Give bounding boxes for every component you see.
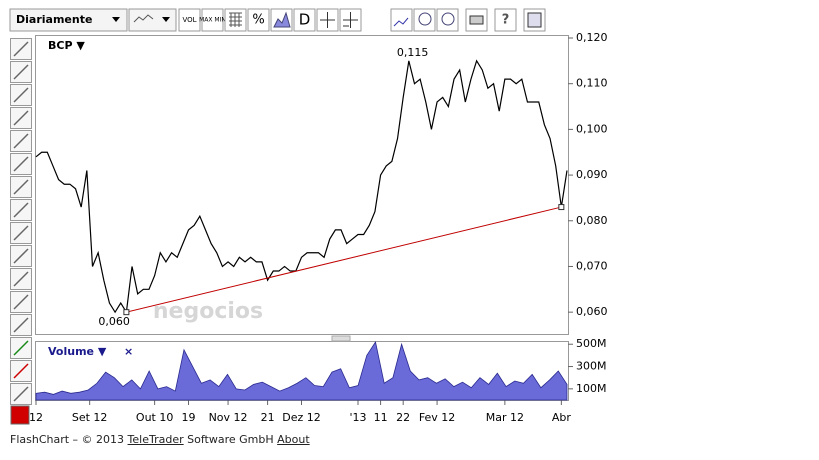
tool-icon: [13, 340, 29, 356]
trend-handle: [558, 204, 565, 211]
drawing-tools: [10, 38, 32, 405]
tool-icon: [13, 386, 29, 402]
tool-icon: [13, 363, 29, 379]
tool-icon: [13, 225, 29, 241]
series-legend[interactable]: BCP ▼: [48, 39, 85, 52]
volume-area: [35, 340, 568, 401]
tool-icon: [13, 294, 29, 310]
y-tick-label: 500M: [576, 337, 607, 350]
y-tick-label: 0,060: [576, 305, 608, 318]
tool-icon: [13, 87, 29, 103]
price-line: [35, 59, 568, 314]
annotation: 0,060: [98, 315, 130, 328]
tool-icon: [13, 179, 29, 195]
y-tick-label: 300M: [576, 360, 607, 373]
volume-close[interactable]: ×: [124, 345, 133, 358]
color-swatch[interactable]: [10, 405, 30, 425]
x-tick-label: 21: [261, 411, 275, 424]
app: Diariamente VOL MAX MIN % D ? negocios B…: [9, 8, 608, 425]
y-tick-label: 100M: [576, 382, 607, 395]
book-icon: [527, 12, 542, 28]
tool-icon: [13, 248, 29, 264]
panel-splitter[interactable]: [331, 335, 351, 342]
x-tick-label: Abr: [552, 411, 572, 424]
x-tick-label: 12: [29, 411, 43, 424]
d-label: D: [299, 11, 311, 29]
percent-button[interactable]: [247, 8, 270, 32]
x-tick-label: Out 10: [136, 411, 173, 424]
tool-icon: [13, 156, 29, 172]
teletrader-link[interactable]: TeleTrader: [127, 433, 184, 446]
footer-text: Software GmbH: [183, 433, 278, 446]
annotation: 0,115: [397, 46, 429, 59]
period-label: Diariamente: [16, 13, 92, 26]
zoom-in-icon: [441, 12, 455, 26]
line-icon: [133, 14, 154, 23]
y-tick-label: 0,070: [576, 259, 608, 272]
footer: FlashChart – © 2013 TeleTrader Software …: [10, 433, 310, 446]
x-tick-label: Fev 12: [419, 411, 456, 424]
tool-icon: [13, 41, 29, 57]
tool-icon: [13, 110, 29, 126]
compare-icon: [273, 11, 291, 28]
help-button[interactable]: [494, 8, 517, 32]
zoom-out-icon: [418, 12, 432, 26]
x-tick-label: 19: [182, 411, 196, 424]
trend-handle: [123, 309, 130, 316]
about-link[interactable]: About: [277, 433, 310, 446]
tool-icon: [13, 271, 29, 287]
zoom-fit-button[interactable]: [390, 8, 413, 32]
watermark: negocios: [153, 299, 263, 324]
x-tick-label: 22: [396, 411, 410, 424]
zoom-fit-icon: [393, 17, 409, 27]
help-icon: ?: [502, 13, 510, 28]
grid-icon: [229, 12, 242, 27]
price-panel: [35, 35, 569, 335]
x-tick-label: 11: [374, 411, 388, 424]
x-tick-label: Dez 12: [282, 411, 321, 424]
tool-icon: [13, 133, 29, 149]
crosshair-icon: [320, 12, 335, 28]
period-select[interactable]: [9, 8, 128, 32]
x-tick-label: '13: [349, 411, 366, 424]
print-icon: [469, 15, 484, 25]
tool-icon: [13, 64, 29, 80]
tool-icon: [13, 202, 29, 218]
x-tick-label: Set 12: [72, 411, 108, 424]
trendline: [126, 206, 562, 313]
maxmin-label: MAX MIN: [199, 17, 226, 24]
x-tick-label: Mar 12: [486, 411, 524, 424]
y-tick-label: 0,080: [576, 214, 608, 227]
maxmin-button[interactable]: [201, 8, 224, 32]
y-tick-label: 0,120: [576, 31, 608, 44]
chart-type-select[interactable]: [128, 8, 177, 32]
vol-button[interactable]: [178, 8, 201, 32]
dropdown-arrow: [162, 17, 170, 22]
compare-button[interactable]: [270, 8, 293, 32]
y-tick-label: 0,110: [576, 77, 608, 90]
dropdown-arrow: [112, 17, 120, 22]
d-button[interactable]: [293, 8, 316, 32]
y-tick-label: 0,090: [576, 168, 608, 181]
y-tick-label: 0,100: [576, 122, 608, 135]
cursor-icon: [343, 12, 358, 28]
volume-legend[interactable]: Volume ▼: [48, 345, 107, 358]
x-tick-label: Nov 12: [209, 411, 248, 424]
footer-text: FlashChart – © 2013: [10, 433, 128, 446]
vol-label: VOL: [182, 16, 196, 24]
tool-icon: [13, 317, 29, 333]
percent-label: %: [252, 13, 264, 28]
